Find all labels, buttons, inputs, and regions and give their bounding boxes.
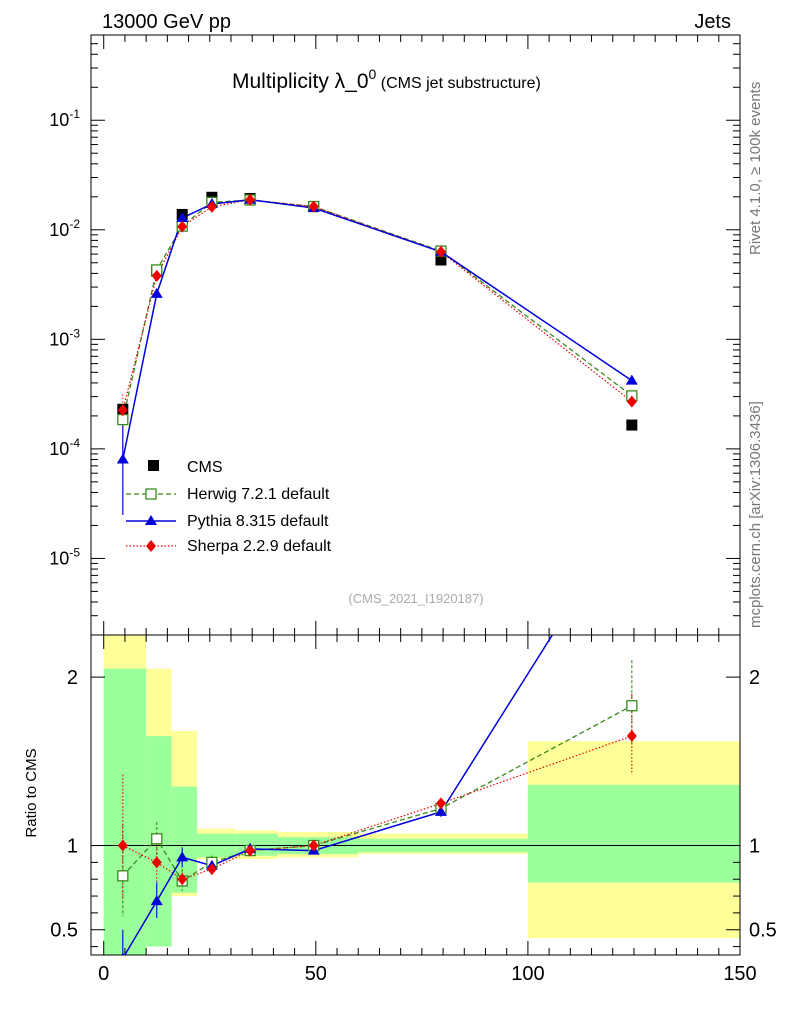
ratio-y-tick-label-left: 2 — [67, 667, 78, 689]
main-y-tick-label-base: 10 — [49, 439, 69, 459]
sherpa-ratio-point — [117, 839, 128, 852]
ratio-y-tick-label-left: 0.5 — [50, 920, 78, 942]
sherpa-ratio-point — [177, 873, 188, 886]
sherpa-ratio-point — [151, 856, 162, 869]
main-y-tick-label: 10-3 — [49, 326, 80, 349]
plot-frames — [90, 34, 741, 956]
ratio-y-tick-label-right: 2 — [749, 667, 760, 689]
sherpa-ratio-point — [206, 863, 217, 876]
herwig-ratio-point — [626, 700, 638, 712]
main-y-tick-label: 10-1 — [49, 107, 80, 130]
header-left-label: 13000 GeV pp — [102, 11, 231, 33]
chart-title-main: Multiplicity λ_0 — [232, 70, 369, 93]
ratio-y-tick-label-left: 1 — [67, 836, 78, 858]
main-y-ticks: 10-510-410-310-210-1 — [49, 43, 740, 636]
pythia-ratio-point — [434, 805, 447, 816]
pythia-main-point — [116, 453, 129, 464]
band-inner — [527, 784, 740, 883]
sherpa-main-point — [308, 200, 319, 213]
x-tick-label: 150 — [723, 963, 756, 985]
herwig-ratio-point — [117, 870, 129, 882]
pythia-main-point — [625, 374, 638, 385]
chart-title: Multiplicity λ_00 (CMS jet substructure) — [232, 66, 541, 93]
main-y-tick-label: 10-4 — [49, 436, 80, 459]
analysis-watermark: (CMS_2021_I1920187) — [348, 591, 483, 606]
ratio-y-ticks: 0.5 0.5 1 1 2 2 — [50, 667, 777, 948]
sherpa-main-point — [206, 200, 217, 213]
main-y-tick-label-exponent: -4 — [69, 436, 80, 450]
ratio-series-layer — [117, 635, 638, 955]
x-tick-label: 0 — [98, 963, 109, 985]
herwig-ratio-line — [122, 705, 633, 882]
x-ticks: 0 50 100 150 — [98, 35, 757, 985]
sherpa-ratio-point — [435, 797, 446, 810]
main-y-tick-label-exponent: -2 — [69, 217, 80, 231]
main-series-layer — [116, 191, 638, 515]
pythia-main-line — [122, 199, 633, 460]
main-y-tick-label-base: 10 — [49, 110, 69, 130]
main-y-tick-label-exponent: -1 — [69, 107, 80, 121]
legend-herwig-marker — [145, 488, 157, 500]
pythia-ratio-line — [123, 635, 554, 955]
pythia-main-point — [176, 212, 189, 223]
header-right-label: Jets — [694, 11, 731, 33]
sherpa-ratio-point — [626, 730, 637, 743]
cms-main-point — [435, 254, 447, 266]
sherpa-main-point — [435, 245, 446, 258]
mcplots-source-label: mcplots.cern.ch [arXiv:1306.3436] — [747, 401, 764, 628]
pythia-ratio-point — [176, 851, 189, 862]
x-tick-label: 100 — [511, 963, 544, 985]
pythia-main-point — [150, 287, 163, 298]
uncertainty-bands — [103, 635, 740, 955]
main-y-tick-label: 10-5 — [49, 545, 80, 568]
band-inner — [103, 668, 147, 955]
ratio-panel-frame — [90, 634, 741, 956]
sherpa-main-point — [177, 220, 188, 233]
ratio-y-tick-label-right: 0.5 — [749, 920, 777, 942]
sherpa-main-point — [117, 404, 128, 417]
herwig-main-point — [117, 413, 129, 426]
pythia-ratio-point — [150, 895, 163, 906]
herwig-ratio-point — [151, 833, 163, 845]
main-y-tick-label-base: 10 — [49, 548, 69, 568]
sherpa-ratio-point — [245, 844, 256, 857]
chart-title-superscript: 0 — [369, 66, 377, 82]
x-tick-label: 50 — [305, 963, 327, 985]
ratio-y-axis-label: Ratio to CMS — [23, 748, 40, 837]
main-y-tick-label-base: 10 — [49, 220, 69, 240]
main-y-tick-label-exponent: -3 — [69, 326, 80, 340]
legend-sherpa-label: Sherpa 2.2.9 default — [187, 538, 332, 555]
main-y-tick-label-exponent: -5 — [69, 545, 80, 559]
pythia-ratio-point — [121, 952, 125, 955]
sherpa-main-point — [151, 269, 162, 282]
sherpa-ratio-line — [122, 735, 633, 880]
chart-title-subtitle: (CMS jet substructure) — [376, 75, 540, 92]
sherpa-main-point — [626, 395, 637, 408]
legend-pythia-marker — [145, 515, 157, 525]
ratio-y-tick-label-right: 1 — [749, 836, 760, 858]
rivet-version-label: Rivet 4.1.0, ≥ 100k events — [747, 82, 764, 255]
main-y-tick-label-base: 10 — [49, 329, 69, 349]
legend: CMS Herwig 7.2.1 default Pythia 8.315 de… — [126, 459, 332, 555]
legend-cms-label: CMS — [187, 459, 223, 476]
legend-herwig-label: Herwig 7.2.1 default — [187, 486, 330, 503]
cms-main-point — [626, 419, 638, 431]
legend-cms-marker — [148, 460, 159, 471]
main-y-tick-label: 10-2 — [49, 217, 80, 240]
sherpa-main-point — [245, 193, 256, 206]
legend-pythia-label: Pythia 8.315 default — [187, 513, 329, 530]
legend-sherpa-marker — [146, 540, 156, 552]
sherpa-ratio-point — [308, 839, 319, 852]
